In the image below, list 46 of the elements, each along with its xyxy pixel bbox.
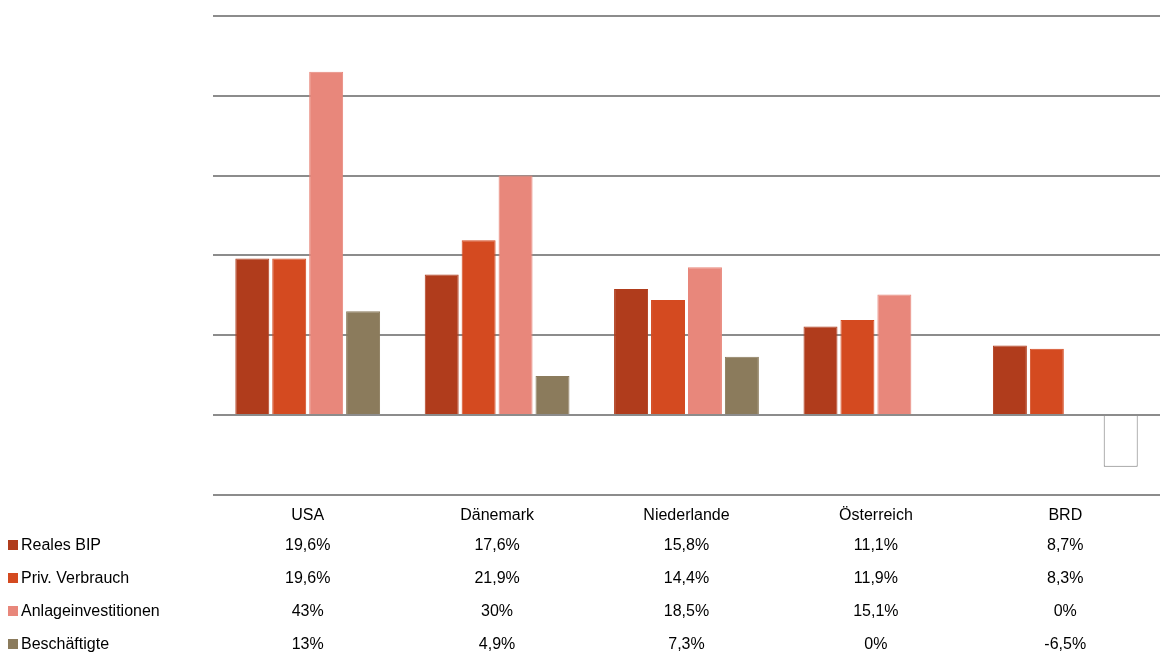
- bar: [614, 288, 649, 414]
- data-label: 11,9%: [852, 568, 899, 587]
- data-label: 18,5%: [662, 601, 711, 620]
- data-label: -6,5%: [1043, 634, 1088, 653]
- data-label: 11,1%: [852, 535, 899, 554]
- bar: [235, 258, 270, 414]
- bar: [424, 274, 459, 414]
- data-label: 13%: [290, 634, 325, 653]
- data-label: 7,3%: [667, 634, 706, 653]
- bar: [272, 258, 307, 414]
- legend-label: Anlageinvestitionen: [21, 601, 160, 620]
- bar: [803, 326, 838, 414]
- data-label: 43%: [290, 601, 325, 620]
- bar: [687, 267, 722, 414]
- data-label: 8,7%: [1046, 535, 1085, 554]
- bar: [309, 71, 344, 414]
- data-label: 19,6%: [284, 535, 332, 554]
- bar: [992, 345, 1027, 414]
- bar: [535, 375, 570, 414]
- data-label: 15,1%: [852, 601, 900, 620]
- bar: [877, 294, 912, 414]
- x-tick-label: Niederlande: [643, 505, 730, 523]
- bar: [346, 311, 381, 414]
- x-tick-label: Dänemark: [460, 505, 535, 523]
- x-tick-label: BRD: [1048, 505, 1083, 523]
- legend-label: Priv. Verbrauch: [21, 568, 130, 587]
- bar: [724, 356, 759, 414]
- data-label: 15,8%: [662, 535, 711, 554]
- data-label: 30%: [480, 601, 515, 620]
- data-label: 4,9%: [477, 634, 517, 653]
- bar: [651, 300, 686, 414]
- x-tick-label: USA: [291, 505, 325, 523]
- data-label: 8,3%: [1046, 568, 1085, 587]
- bar: [498, 175, 533, 414]
- bar: [461, 240, 496, 414]
- x-tick-label: Österreich: [839, 505, 913, 523]
- data-label: 0%: [1052, 601, 1078, 620]
- data-label: 21,9%: [473, 568, 521, 587]
- data-label: 19,6%: [284, 568, 332, 587]
- legend-label: Reales BIP: [21, 535, 102, 554]
- bar: [840, 320, 875, 414]
- data-label: 17,6%: [473, 535, 521, 554]
- legend-label: Beschäftigte: [21, 634, 110, 653]
- data-label: 14,4%: [662, 568, 711, 587]
- data-label: 0%: [863, 634, 889, 653]
- bar: [1029, 348, 1064, 414]
